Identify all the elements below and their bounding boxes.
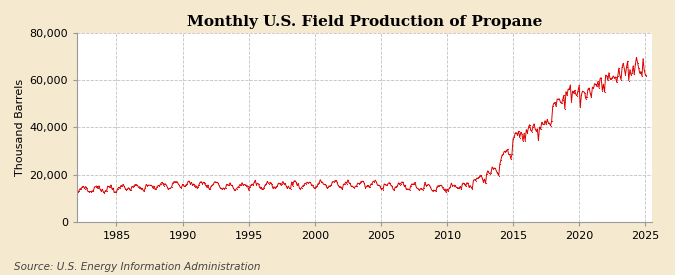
Text: Source: U.S. Energy Information Administration: Source: U.S. Energy Information Administ… (14, 262, 260, 272)
Title: Monthly U.S. Field Production of Propane: Monthly U.S. Field Production of Propane (187, 15, 542, 29)
Y-axis label: Thousand Barrels: Thousand Barrels (15, 79, 25, 176)
